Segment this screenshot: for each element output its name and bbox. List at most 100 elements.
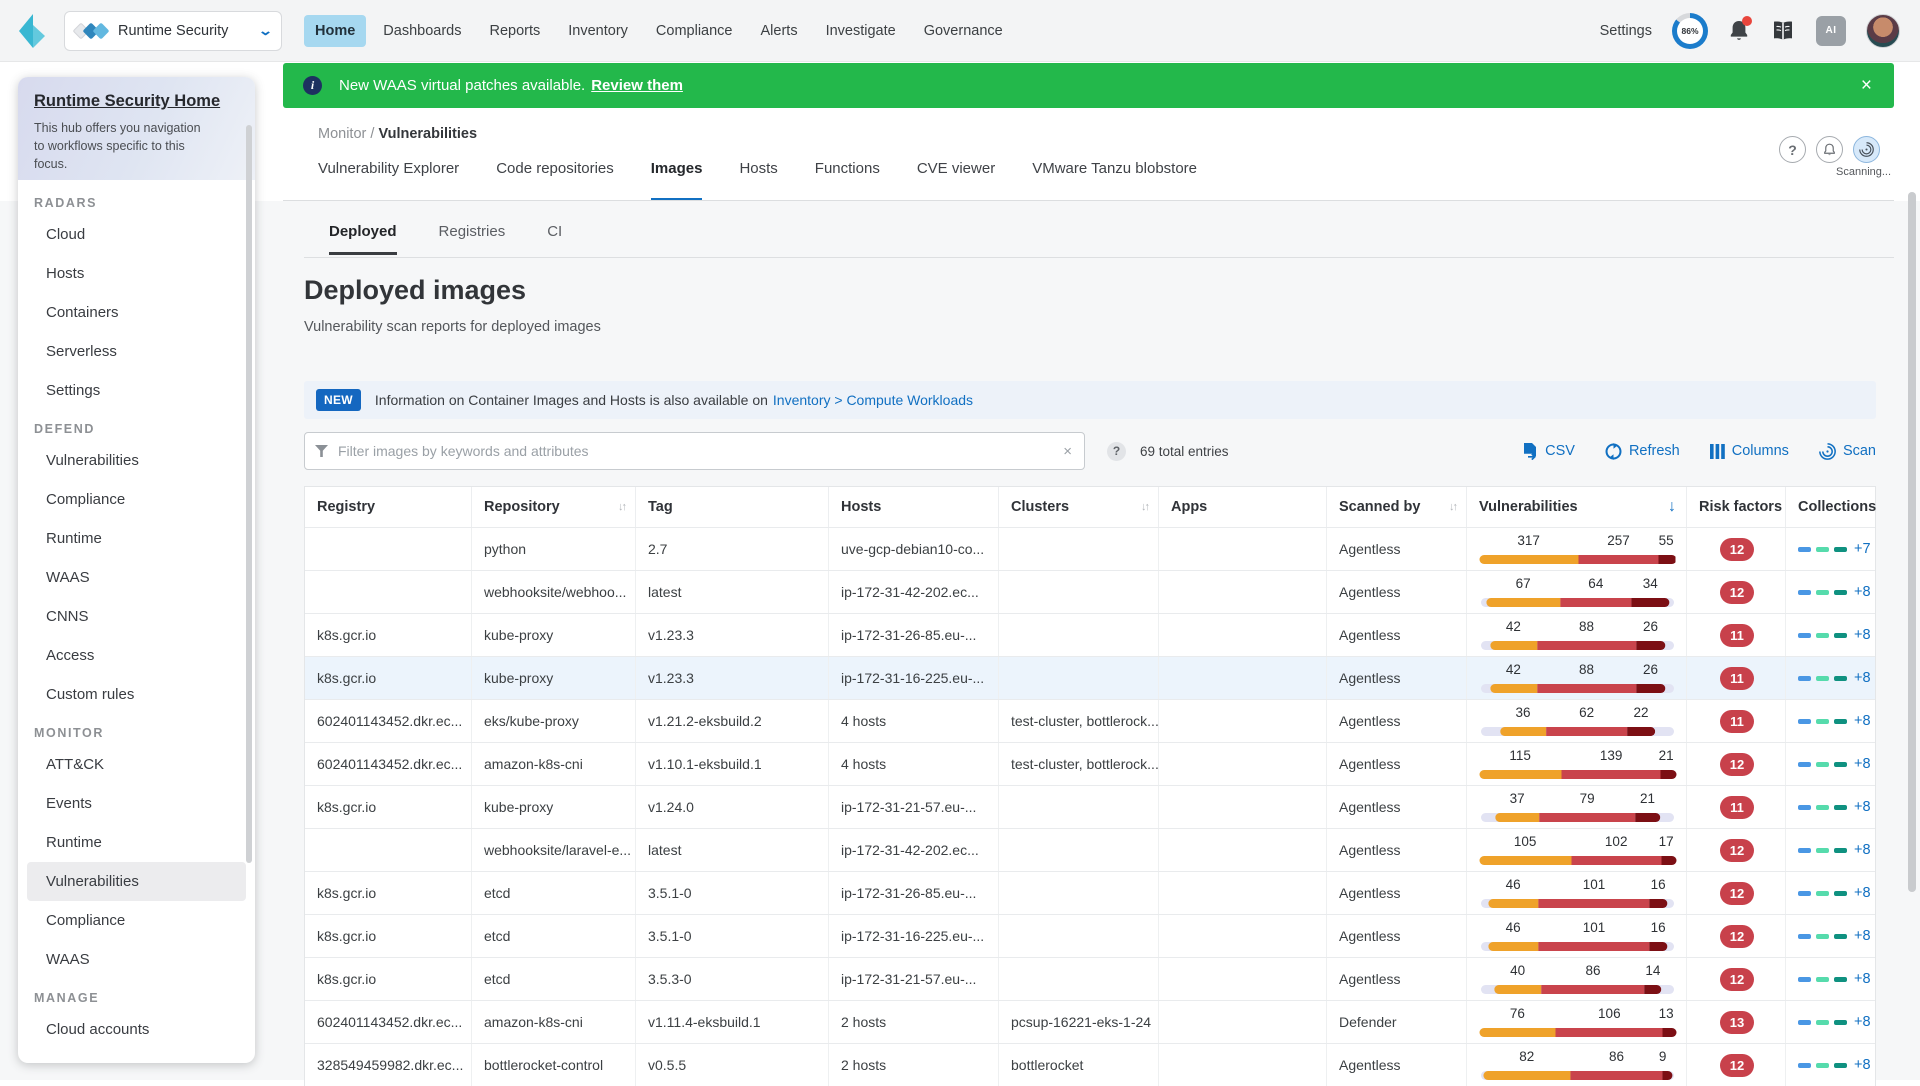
table-row[interactable]: 328549459982.dkr.ec... bottlerocket-contr… <box>305 1043 1875 1086</box>
subtab-ci[interactable]: CI <box>547 223 563 240</box>
sidebar-item-defend-custom-rules[interactable]: Custom rules <box>46 686 135 703</box>
sidebar-item-monitor-events[interactable]: Events <box>46 795 92 812</box>
sidebar-title-link[interactable]: Runtime Security Home <box>34 92 221 110</box>
tab-cve-viewer[interactable]: CVE viewer <box>916 160 996 177</box>
collections-more-link[interactable]: +8 <box>1854 670 1871 686</box>
sidebar-scrollbar-thumb[interactable] <box>246 125 252 863</box>
sidebar-item-defend-waas[interactable]: WAAS <box>46 569 90 586</box>
subtab-deployed[interactable]: Deployed <box>329 223 397 255</box>
table-row[interactable]: k8s.gcr.io kube-proxy v1.23.3 ip-172-31-16-… <box>305 656 1875 699</box>
notifications-bell-icon[interactable] <box>1728 15 1752 43</box>
column-header-tag[interactable]: Tag <box>636 487 829 527</box>
sidebar-item-defend-runtime[interactable]: Runtime <box>46 530 102 547</box>
sidebar-item-monitor-vulnerabilities[interactable]: Vulnerabilities <box>27 862 246 901</box>
column-header-collections[interactable]: Collections <box>1786 487 1877 527</box>
filter-help-icon[interactable]: ? <box>1107 441 1126 461</box>
collections-more-link[interactable]: +8 <box>1854 584 1871 600</box>
collections-more-link[interactable]: +8 <box>1854 627 1871 643</box>
collections-more-link[interactable]: +8 <box>1854 799 1871 815</box>
banner-close-icon[interactable]: × <box>1860 75 1872 96</box>
sort-icons[interactable]: ↓↑ <box>618 501 627 513</box>
sort-desc-icon[interactable]: ↓ <box>1668 498 1676 515</box>
sidebar-item-manage-cloud-accounts[interactable]: Cloud accounts <box>46 1021 150 1038</box>
collections-more-link[interactable]: +8 <box>1854 1014 1871 1030</box>
sidebar-item-monitor-runtime[interactable]: Runtime <box>46 834 102 851</box>
columns-button[interactable]: Columns <box>1709 443 1789 459</box>
tab-vulnerability-explorer[interactable]: Vulnerability Explorer <box>318 160 460 177</box>
nav-item-home[interactable]: Home <box>304 14 367 47</box>
sidebar-item-radars-serverless[interactable]: Serverless <box>46 343 117 360</box>
column-header-vulnerabilities[interactable]: Vulnerabilities ↓ <box>1467 487 1687 527</box>
sidebar-item-defend-compliance[interactable]: Compliance <box>46 491 126 508</box>
subtab-registries[interactable]: Registries <box>438 223 506 240</box>
sort-icons[interactable]: ↓↑ <box>1449 501 1458 513</box>
nav-item-inventory[interactable]: Inventory <box>568 22 628 39</box>
table-row[interactable]: webhooksite/webhoo... latest ip-172-31-42-… <box>305 570 1875 613</box>
collections-more-link[interactable]: +8 <box>1854 756 1871 772</box>
prisma-cloud-logo-icon[interactable] <box>16 13 50 49</box>
banner-review-link[interactable]: Review them <box>591 77 683 94</box>
nav-item-compliance[interactable]: Compliance <box>655 22 733 39</box>
sort-icons[interactable]: ↓↑ <box>1141 501 1150 513</box>
collections-more-link[interactable]: +7 <box>1854 541 1871 557</box>
page-scrollbar-thumb[interactable] <box>1908 192 1916 892</box>
scan-button[interactable]: Scan <box>1819 442 1876 460</box>
column-header-registry[interactable]: Registry <box>305 487 472 527</box>
column-header-apps[interactable]: Apps <box>1159 487 1327 527</box>
help-icon[interactable]: ? <box>1779 136 1806 163</box>
table-row[interactable]: 602401143452.dkr.ec... eks/kube-proxy v1.2… <box>305 699 1875 742</box>
csv-export-button[interactable]: CSV <box>1523 442 1575 460</box>
ai-copilot-icon[interactable]: AI <box>1816 15 1846 46</box>
breadcrumb-section[interactable]: Monitor <box>318 126 367 142</box>
nav-item-investigate[interactable]: Investigate <box>825 22 896 39</box>
column-header-hosts[interactable]: Hosts <box>829 487 999 527</box>
column-header-scanned-by[interactable]: Scanned by ↓↑ <box>1327 487 1467 527</box>
column-header-clusters[interactable]: Clusters ↓↑ <box>999 487 1159 527</box>
sidebar-item-defend-cnns[interactable]: CNNS <box>46 608 89 625</box>
tab-functions[interactable]: Functions <box>814 160 880 177</box>
nav-item-governance[interactable]: Governance <box>923 22 1003 39</box>
user-avatar[interactable] <box>1866 13 1900 48</box>
settings-link[interactable]: Settings <box>1599 22 1652 39</box>
collections-more-link[interactable]: +8 <box>1854 971 1871 987</box>
tab-vmware-tanzu-blobstore[interactable]: VMware Tanzu blobstore <box>1032 160 1198 177</box>
app-switcher-dropdown[interactable]: Runtime Security ⌄ <box>64 10 282 51</box>
column-header-repository[interactable]: Repository ↓↑ <box>472 487 636 527</box>
sidebar-item-monitor-compliance[interactable]: Compliance <box>46 912 126 929</box>
nav-item-dashboards[interactable]: Dashboards <box>383 22 462 39</box>
filter-input[interactable] <box>336 442 1062 460</box>
tab-images[interactable]: Images <box>650 160 703 201</box>
sidebar-item-monitor-waas[interactable]: WAAS <box>46 951 90 968</box>
table-row[interactable]: k8s.gcr.io etcd 3.5.3-0 ip-172-31-21-57.eu-… <box>305 957 1875 1000</box>
table-row[interactable]: k8s.gcr.io kube-proxy v1.23.3 ip-172-31-26-… <box>305 613 1875 656</box>
scanning-status-icon[interactable] <box>1853 136 1880 163</box>
collections-more-link[interactable]: +8 <box>1854 713 1871 729</box>
table-row[interactable]: 602401143452.dkr.ec... amazon-k8s-cni v1.1… <box>305 742 1875 785</box>
scan-progress-ring[interactable]: 86% <box>1672 12 1708 49</box>
sidebar-item-radars-cloud[interactable]: Cloud <box>46 226 86 243</box>
collections-more-link[interactable]: +8 <box>1854 885 1871 901</box>
collections-more-link[interactable]: +8 <box>1854 928 1871 944</box>
table-row[interactable]: k8s.gcr.io etcd 3.5.1-0 ip-172-31-26-85.eu-… <box>305 871 1875 914</box>
refresh-button[interactable]: Refresh <box>1605 442 1680 460</box>
alerts-bell-icon[interactable] <box>1816 136 1843 163</box>
compute-workloads-link[interactable]: Inventory > Compute Workloads <box>772 392 974 408</box>
table-row[interactable]: k8s.gcr.io etcd 3.5.1-0 ip-172-31-16-225.eu… <box>305 914 1875 957</box>
table-row[interactable]: 602401143452.dkr.ec... amazon-k8s-cni v1.1… <box>305 1000 1875 1043</box>
table-row[interactable]: python 2.7 uve-gcp-debian10-co... Agentless… <box>305 527 1875 570</box>
table-row[interactable]: webhooksite/laravel-e... latest ip-172-31-… <box>305 828 1875 871</box>
sidebar-item-monitor-att-ck[interactable]: ATT&CK <box>46 756 105 773</box>
documentation-book-icon[interactable] <box>1770 20 1796 42</box>
filter-clear-icon[interactable]: × <box>1063 442 1072 460</box>
tab-code-repositories[interactable]: Code repositories <box>496 160 614 177</box>
nav-item-reports[interactable]: Reports <box>489 22 541 39</box>
sidebar-item-defend-access[interactable]: Access <box>46 647 95 664</box>
sidebar-item-radars-settings[interactable]: Settings <box>46 382 101 399</box>
tab-hosts[interactable]: Hosts <box>739 160 778 177</box>
collections-more-link[interactable]: +8 <box>1854 842 1871 858</box>
sidebar-item-radars-containers[interactable]: Containers <box>46 304 119 321</box>
nav-item-alerts[interactable]: Alerts <box>760 22 798 39</box>
sidebar-item-defend-vulnerabilities[interactable]: Vulnerabilities <box>46 452 139 469</box>
column-header-risk-factors[interactable]: Risk factors <box>1687 487 1786 527</box>
table-row[interactable]: k8s.gcr.io kube-proxy v1.24.0 ip-172-31-21-… <box>305 785 1875 828</box>
